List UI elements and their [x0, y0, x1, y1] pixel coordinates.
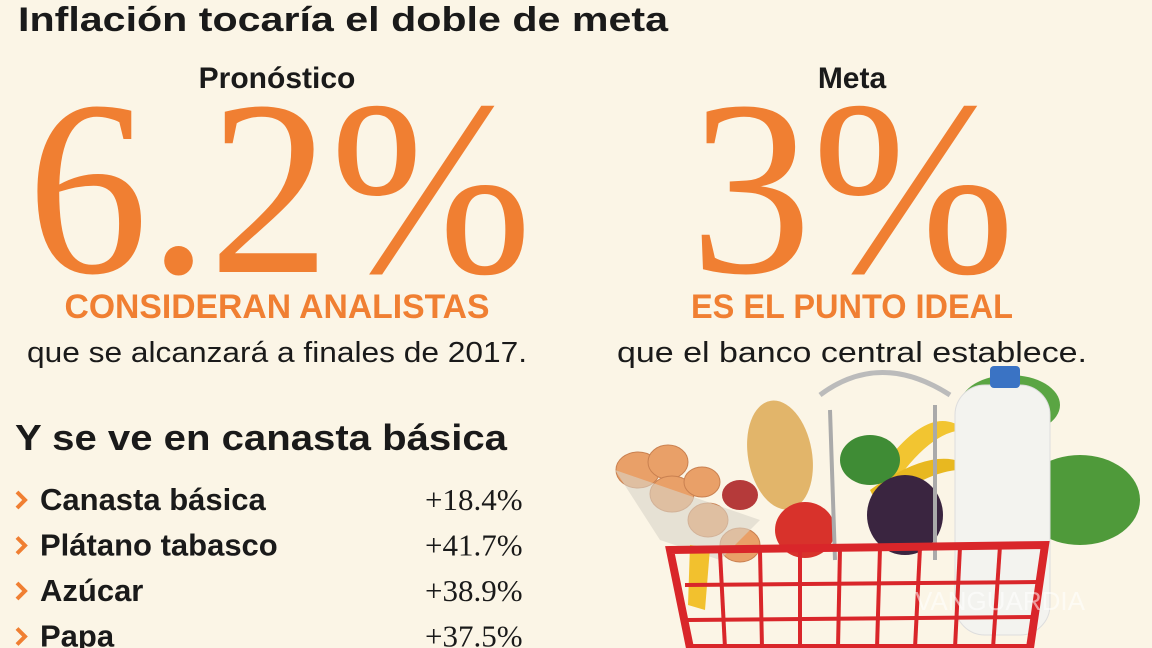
- basket-illustration: [615, 366, 1140, 648]
- item-value: +37.5%: [425, 619, 523, 648]
- bullet: [15, 536, 28, 555]
- item-value: +41.7%: [425, 528, 523, 563]
- item-name: Azúcar: [40, 573, 143, 608]
- item-name: Plátano tabasco: [40, 528, 278, 563]
- title: Inflación tocaría el doble de meta: [18, 1, 669, 39]
- bullet: [15, 490, 28, 510]
- item-name: Papa: [40, 619, 115, 648]
- stat-label: Pronóstico: [199, 62, 356, 95]
- stat-label: Meta: [818, 62, 887, 95]
- watermark: VANGUARDIA: [915, 586, 1086, 616]
- stat-text: que se alcanzará a finales de 2017.: [27, 337, 527, 369]
- item-value: +18.4%: [425, 482, 523, 517]
- bullet: [15, 581, 28, 601]
- list-title: Y se ve en canasta básica: [15, 417, 508, 458]
- stat-value: 6.2%: [27, 50, 532, 327]
- stat-headline: CONSIDERAN ANALISTAS: [65, 288, 490, 326]
- item-value: +38.9%: [425, 573, 523, 608]
- item-list: Canasta básica +18.4% Plátano tabasco +41.7…: [15, 482, 523, 648]
- stat-text: que el banco central establece.: [617, 337, 1087, 369]
- stat-value: 3%: [690, 50, 1015, 327]
- stat-headline: ES EL PUNTO IDEAL: [691, 288, 1013, 326]
- item-name: Canasta básica: [40, 482, 266, 517]
- bullet: [15, 627, 28, 646]
